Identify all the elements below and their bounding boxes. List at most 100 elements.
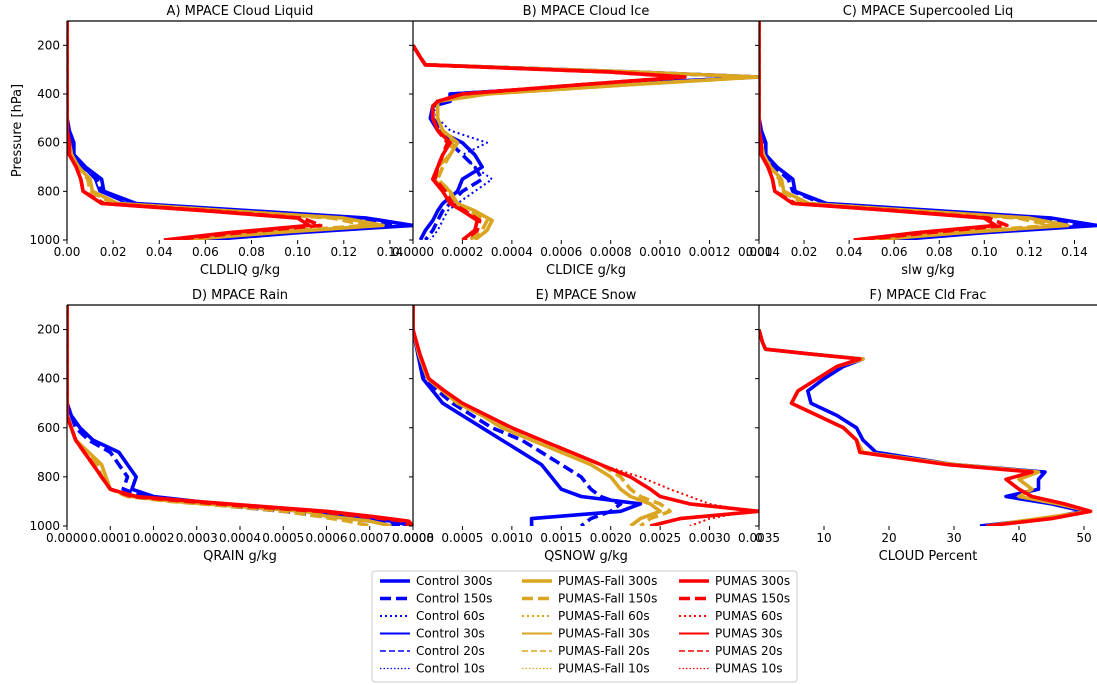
x-tick-label: 0.0008: [590, 245, 632, 259]
x-axis-label: CLDICE g/kg: [546, 263, 626, 278]
series-group: [759, 21, 1097, 240]
y-tick-label: 1000: [29, 233, 60, 247]
x-tick-label: 0.0006: [306, 531, 348, 545]
x-axis-label: CLOUD Percent: [879, 549, 978, 564]
x-tick-label: 0.04: [146, 245, 173, 259]
x-tick-label: 0.14: [377, 245, 404, 259]
legend-label: PUMAS-Fall 60s: [558, 609, 650, 623]
legend-label: PUMAS 30s: [715, 627, 783, 641]
x-tick-label: 30: [946, 531, 961, 545]
legend-label: PUMAS 20s: [715, 644, 783, 658]
legend-label: PUMAS-Fall 30s: [558, 627, 650, 641]
panel-e: 0.0000 0.0005 0.0010 0.0015 0.0020 0.0025 0.00…: [392, 288, 780, 564]
x-tick-label: 0.08: [926, 245, 953, 259]
x-tick-label: 0.04: [836, 245, 863, 259]
panel-f: 0 10 20 30 40 50 F) MPACE Cld Frac CLOUD Percen…: [755, 288, 1097, 564]
x-tick-label: 0.02: [100, 245, 127, 259]
x-tick-label: 0.06: [192, 245, 219, 259]
legend-label: Control 300s: [416, 574, 492, 588]
x-tick-label: 0.0008: [392, 531, 434, 545]
x-tick-label: 40: [1011, 531, 1026, 545]
x-tick-label: 0.0010: [639, 245, 681, 259]
x-tick-label: 0.0002: [133, 531, 175, 545]
x-tick-label: 0.14: [1061, 245, 1088, 259]
x-tick-label: 0.0014: [738, 245, 780, 259]
series-line-control-2: [67, 21, 380, 240]
panel-title: D) MPACE Rain: [192, 288, 288, 303]
series-line-pumas-5: [413, 305, 751, 526]
legend-label: Control 30s: [416, 627, 485, 641]
series-group: [67, 21, 413, 240]
series-line-control-0: [413, 305, 643, 526]
y-tick-label: 600: [37, 136, 60, 150]
series-line-control-0: [67, 305, 413, 526]
legend-label: PUMAS-Fall 150s: [558, 592, 657, 606]
panel-title: E) MPACE Snow: [536, 288, 637, 303]
x-tick-label: 0.02: [791, 245, 818, 259]
series-line-control-1: [413, 305, 623, 526]
series-line-pumas-fall-3: [67, 21, 385, 240]
series-group: [759, 329, 1093, 526]
legend-label: Control 10s: [416, 662, 485, 676]
x-tick-label: 0.06: [881, 245, 908, 259]
legend-label: Control 150s: [416, 592, 492, 606]
y-tick-label: 400: [37, 372, 60, 386]
x-tick-label: 0.10: [971, 245, 998, 259]
legend-label: Control 20s: [416, 644, 485, 658]
x-tick-label: 0.00: [54, 245, 81, 259]
x-tick-label: 50: [1076, 531, 1091, 545]
panel-b: 0.0000 0.0002 0.0004 0.0006 0.0008 0.0010 0.00…: [392, 4, 780, 278]
x-tick-label: 0.10: [284, 245, 311, 259]
series-line-pumas-5: [67, 305, 411, 526]
legend-label: PUMAS 300s: [715, 574, 790, 588]
series-group: [413, 305, 759, 526]
series-line-pumas-fall-3: [759, 21, 1054, 240]
x-axis-label: QSNOW g/kg: [544, 549, 628, 564]
panel-title: F) MPACE Cld Frac: [869, 288, 986, 303]
series-group: [413, 44, 759, 240]
x-tick-label: 0.0020: [590, 531, 632, 545]
y-tick-label: 600: [37, 421, 60, 435]
x-tick-label: 0.0007: [349, 531, 391, 545]
x-tick-label: 0.08: [238, 245, 265, 259]
series-line-pumas-fall-1: [759, 329, 1093, 526]
series-line-pumas-5: [759, 21, 1009, 240]
series-line-control-1: [67, 21, 397, 240]
x-tick-label: 0.12: [330, 245, 357, 259]
legend-label: PUMAS 10s: [715, 662, 783, 676]
x-tick-label: 0.0025: [639, 531, 681, 545]
x-tick-label: 0.0012: [689, 245, 731, 259]
x-tick-label: 0.0000: [392, 531, 434, 545]
series-line-pumas-fall-3: [67, 305, 371, 526]
x-tick-label: 0: [755, 531, 763, 545]
legend-label: PUMAS 60s: [715, 609, 783, 623]
x-tick-label: 0.0004: [491, 245, 533, 259]
y-tick-label: 400: [37, 87, 60, 101]
x-tick-label: 0.0015: [540, 531, 582, 545]
legend: Control 300s Control 150s Control 60s Contr…: [371, 570, 798, 683]
x-tick-label: 0.0035: [738, 531, 780, 545]
x-tick-label: 0.0006: [540, 245, 582, 259]
x-tick-label: 0.0010: [491, 531, 533, 545]
x-axis-label: QRAIN g/kg: [203, 549, 277, 564]
x-tick-label: 0.0030: [689, 531, 731, 545]
x-tick-label: 0.12: [1016, 245, 1043, 259]
y-tick-label: 200: [37, 38, 60, 52]
series-line-pumas-fall-2: [413, 305, 662, 526]
legend-label: PUMAS 150s: [715, 592, 790, 606]
x-tick-label: 10: [816, 531, 831, 545]
legend-label: PUMAS-Fall 20s: [558, 644, 650, 658]
y-tick-label: 800: [37, 470, 60, 484]
x-tick-label: 0.0000: [46, 531, 88, 545]
series-line-pumas-2: [759, 329, 1093, 526]
y-tick-label: 200: [37, 323, 60, 337]
series-line-pumas-4: [67, 305, 413, 526]
panel-title: C) MPACE Supercooled Liq: [843, 4, 1014, 19]
x-tick-label: 0.00: [746, 245, 773, 259]
series-line-pumas-fall-3: [413, 305, 672, 526]
legend-label: Control 60s: [416, 609, 485, 623]
x-tick-label: 0.0005: [262, 531, 304, 545]
legend-label: PUMAS-Fall 10s: [558, 662, 650, 676]
y-tick-label: 1000: [29, 519, 60, 533]
